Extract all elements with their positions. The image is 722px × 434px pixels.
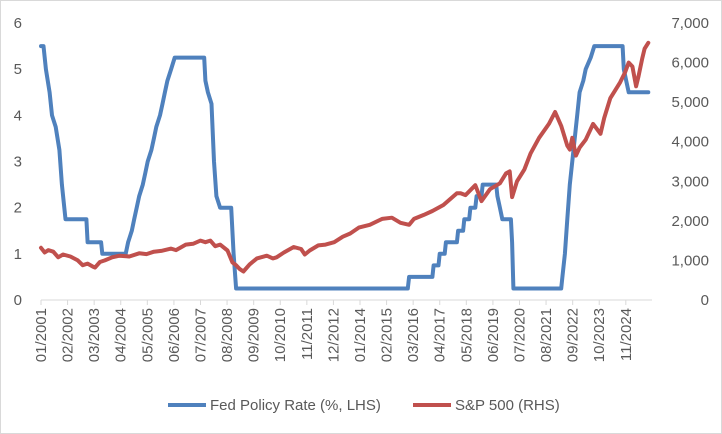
y-left-tick-label: 4 [14, 107, 22, 124]
x-tick-label: 07/2007 [192, 308, 209, 362]
x-tick-label: 10/2010 [272, 308, 289, 362]
x-tick-label: 02/2002 [60, 308, 77, 362]
x-tick-label: 11/2024 [618, 308, 635, 361]
x-tick-label: 09/2022 [565, 308, 582, 362]
x-tick-label: 08/2021 [538, 308, 555, 362]
x-tick-label: 04/2017 [432, 308, 449, 362]
x-tick-label: 05/2018 [458, 308, 475, 362]
series-line-sp500 [39, 40, 651, 274]
x-tick-label: 11/2011 [299, 308, 316, 360]
y-right-tick-label: 4,000 [671, 134, 709, 151]
y-left-tick-label: 3 [14, 154, 22, 171]
y-left-tick-label: 2 [14, 200, 22, 217]
legend-label-sp500: S&P 500 (RHS) [455, 397, 560, 414]
x-tick-label: 06/2019 [485, 308, 502, 362]
legend-label-fed-rate: Fed Policy Rate (%, LHS) [210, 397, 381, 414]
x-axis: 01/2001 02/2002 03/2003 04/2004 05/2005 06/20… [33, 300, 635, 362]
y-left-tick-label: 6 [14, 15, 22, 32]
y-right-tick-label: 2,000 [671, 213, 709, 230]
x-tick-label: 07/2020 [511, 308, 528, 362]
y-right-tick-label: 3,000 [671, 173, 709, 190]
series-layer [39, 40, 651, 291]
y-left-tick-label: 5 [14, 61, 22, 78]
x-tick-label: 03/2003 [86, 308, 103, 362]
x-tick-label: 01/2014 [352, 308, 369, 362]
x-tick-label: 04/2004 [113, 308, 130, 362]
y-right-tick-label: 7,000 [671, 15, 709, 32]
x-tick-label: 12/2012 [325, 308, 342, 362]
x-tick-label: 09/2009 [246, 308, 263, 362]
x-tick-label: 02/2015 [379, 308, 396, 362]
y-axis-left: 0 1 2 3 4 5 6 [14, 15, 22, 309]
y-right-tick-label: 0 [701, 292, 709, 309]
legend: Fed Policy Rate (%, LHS) S&P 500 (RHS) [168, 397, 560, 414]
x-tick-label: 03/2016 [405, 308, 422, 362]
x-tick-label: 06/2006 [166, 308, 183, 362]
series-line-fed-rate [39, 44, 651, 291]
x-tick-label: 08/2008 [219, 308, 236, 362]
x-tick-label: 10/2023 [591, 308, 608, 362]
x-tick-label: 01/2001 [33, 308, 50, 362]
x-tick-label: 05/2005 [139, 308, 156, 362]
y-right-tick-label: 5,000 [671, 94, 709, 111]
y-left-tick-label: 1 [14, 246, 22, 263]
y-left-tick-label: 0 [14, 292, 22, 309]
y-right-tick-label: 1,000 [671, 252, 709, 269]
y-axis-right: 0 1,000 2,000 3,000 4,000 5,000 6,000 7,000 [671, 15, 709, 309]
y-right-tick-label: 6,000 [671, 55, 709, 72]
